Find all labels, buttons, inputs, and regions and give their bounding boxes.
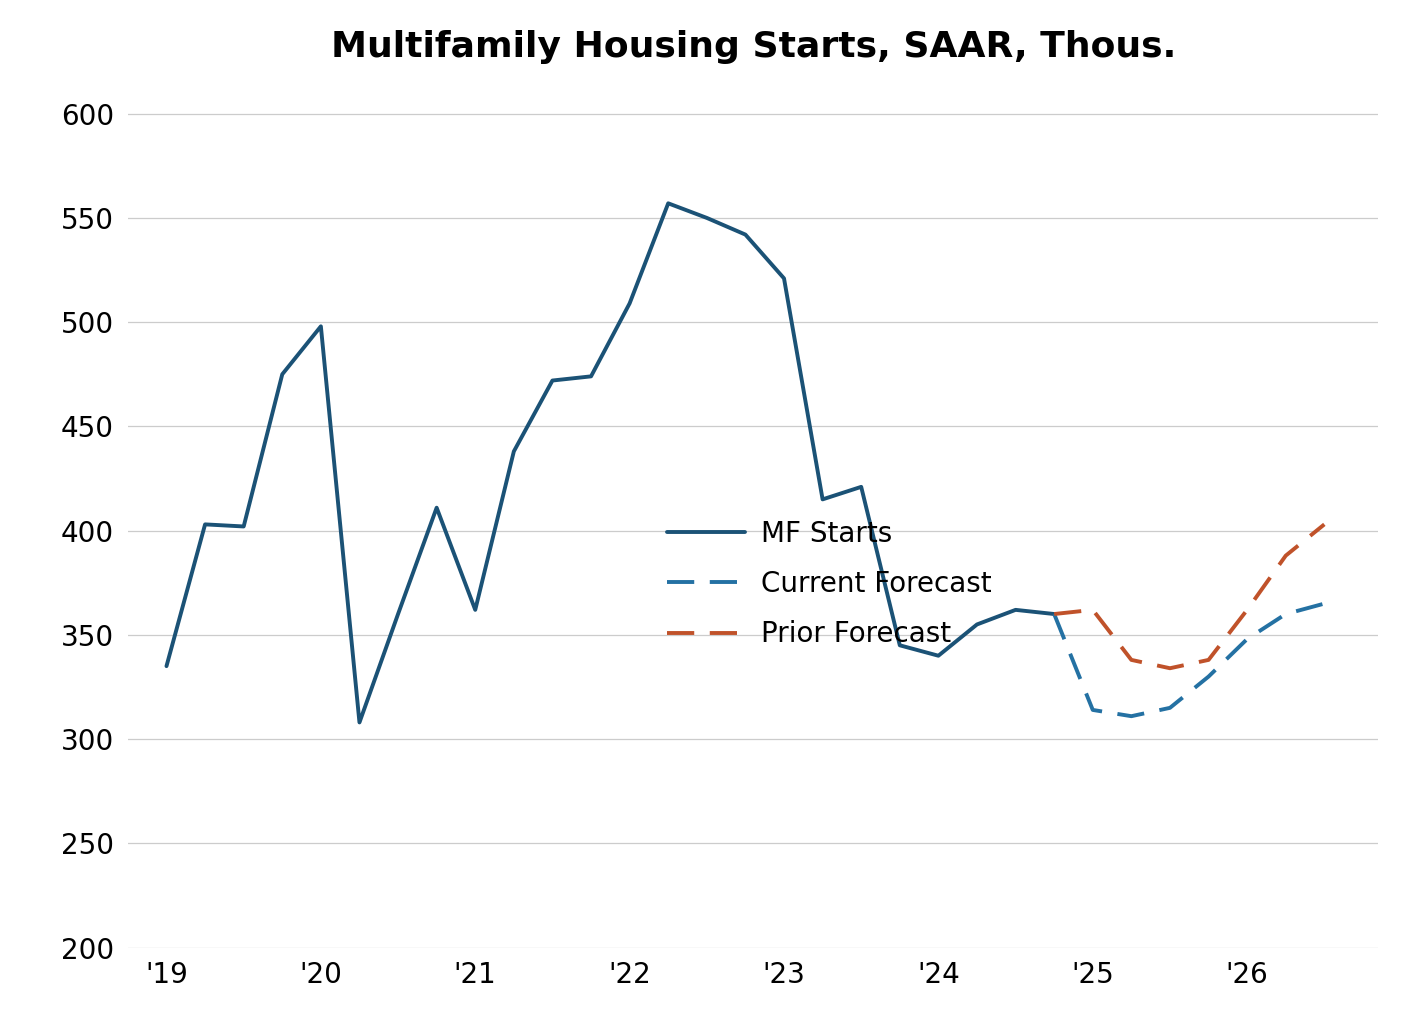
MF Starts: [196, 518, 213, 530]
MF Starts: [389, 608, 406, 620]
MF Starts: [621, 298, 638, 310]
Prior Forecast: [1046, 608, 1063, 620]
Line: Prior Forecast: Prior Forecast: [1054, 524, 1324, 668]
MF Starts: [506, 445, 523, 457]
MF Starts: [1007, 604, 1025, 616]
Prior Forecast: [1239, 604, 1256, 616]
MF Starts: [776, 272, 793, 284]
MF Starts: [428, 502, 445, 514]
MF Starts: [853, 481, 870, 493]
MF Starts: [583, 370, 600, 382]
MF Starts: [737, 229, 755, 241]
MF Starts: [929, 650, 946, 662]
MF Starts: [158, 660, 175, 673]
Prior Forecast: [1084, 604, 1101, 616]
Prior Forecast: [1199, 654, 1216, 666]
Current Forecast: [1084, 703, 1101, 716]
MF Starts: [274, 368, 291, 380]
MF Starts: [466, 604, 483, 616]
Current Forecast: [1316, 597, 1333, 610]
Prior Forecast: [1316, 518, 1333, 530]
MF Starts: [814, 493, 831, 506]
Title: Multifamily Housing Starts, SAAR, Thous.: Multifamily Housing Starts, SAAR, Thous.: [331, 31, 1175, 65]
MF Starts: [234, 520, 252, 533]
Prior Forecast: [1161, 662, 1178, 675]
Line: Current Forecast: Current Forecast: [1054, 604, 1324, 716]
Current Forecast: [1277, 608, 1295, 620]
MF Starts: [1046, 608, 1063, 620]
Current Forecast: [1199, 671, 1216, 683]
Prior Forecast: [1123, 654, 1140, 666]
MF Starts: [659, 197, 676, 209]
MF Starts: [891, 640, 908, 652]
Prior Forecast: [1277, 549, 1295, 561]
Line: MF Starts: MF Starts: [166, 203, 1054, 722]
MF Starts: [969, 618, 986, 630]
Legend: MF Starts, Current Forecast, Prior Forecast: MF Starts, Current Forecast, Prior Forec…: [666, 520, 992, 649]
Current Forecast: [1123, 710, 1140, 722]
Current Forecast: [1046, 608, 1063, 620]
Current Forecast: [1161, 701, 1178, 714]
MF Starts: [351, 716, 368, 728]
MF Starts: [313, 320, 330, 333]
MF Starts: [698, 212, 715, 225]
MF Starts: [544, 374, 561, 386]
Current Forecast: [1239, 632, 1256, 645]
